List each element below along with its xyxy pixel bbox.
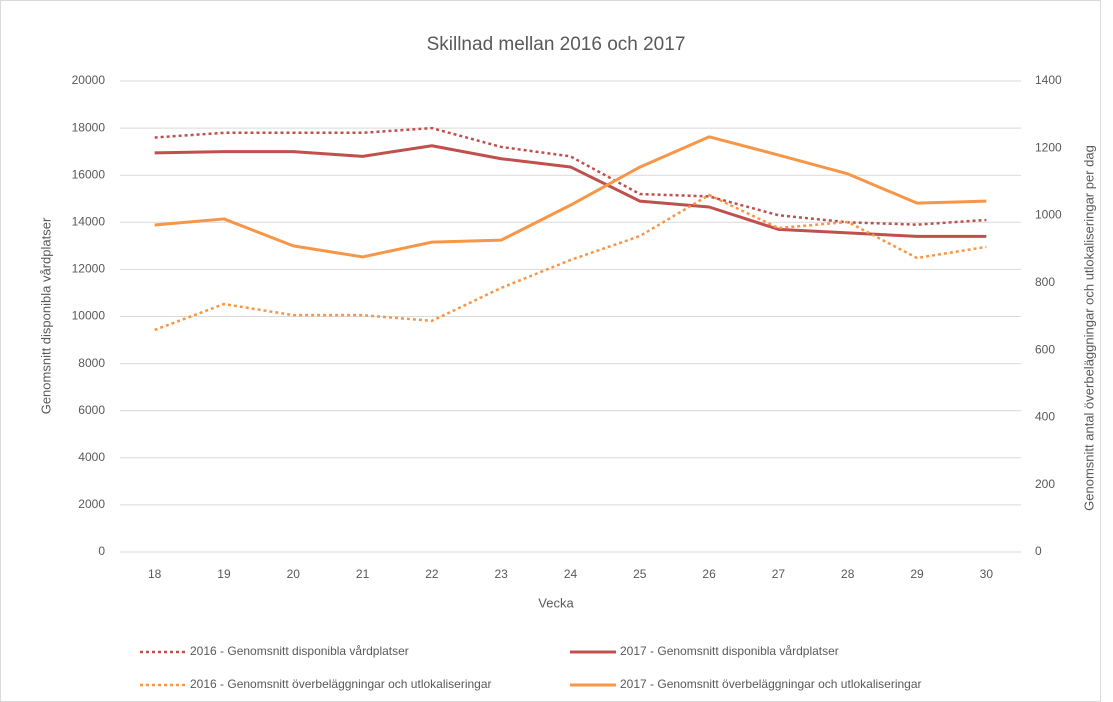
x-tick-label: 18 (148, 567, 162, 581)
legend-label: 2017 - Genomsnitt överbeläggningar och u… (620, 677, 922, 691)
y-tick-label: 18000 (72, 120, 106, 134)
y-tick-label: 4000 (78, 450, 105, 464)
x-tick-label: 19 (217, 567, 231, 581)
y-tick-label: 0 (98, 544, 105, 558)
legend-label: 2016 - Genomsnitt överbeläggningar och u… (190, 677, 492, 691)
x-tick-label: 21 (356, 567, 370, 581)
y2-tick-label: 600 (1035, 342, 1055, 356)
y-axis-label: Genomsnitt disponibla vårdplatser (38, 217, 53, 414)
x-tick-label: 22 (425, 567, 439, 581)
x-tick-label: 20 (287, 567, 301, 581)
x-tick-label: 23 (495, 567, 509, 581)
y-tick-label: 10000 (72, 309, 106, 323)
x-tick-label: 25 (633, 567, 647, 581)
y-tick-label: 14000 (72, 214, 106, 228)
x-tick-label: 28 (841, 567, 855, 581)
y-tick-label: 6000 (78, 403, 105, 417)
legend-label: 2016 - Genomsnitt disponibla vårdplatser (190, 644, 409, 658)
y2-tick-label: 1400 (1035, 73, 1062, 87)
x-tick-label: 30 (980, 567, 994, 581)
x-axis-label: Vecka (538, 595, 574, 610)
y-tick-label: 20000 (72, 73, 106, 87)
y-tick-label: 8000 (78, 356, 105, 370)
y2-tick-label: 200 (1035, 477, 1055, 491)
legend-label: 2017 - Genomsnitt disponibla vårdplatser (620, 644, 839, 658)
line-series (154, 144, 987, 238)
x-tick-label: 26 (702, 567, 716, 581)
x-tick-label: 24 (564, 567, 578, 581)
line-series (154, 135, 987, 259)
y-tick-label: 12000 (72, 262, 106, 276)
y-tick-label: 16000 (72, 167, 106, 181)
y-tick-label: 2000 (78, 497, 105, 511)
y2-tick-label: 1000 (1035, 208, 1062, 222)
chart-title: Skillnad mellan 2016 och 2017 (427, 34, 686, 55)
y2-tick-label: 1200 (1035, 140, 1062, 154)
x-tick-label: 29 (910, 567, 924, 581)
y2-tick-label: 800 (1035, 275, 1055, 289)
line-series (154, 193, 987, 332)
y2-tick-label: 400 (1035, 410, 1055, 424)
y2-tick-label: 0 (1035, 544, 1042, 558)
y2-axis-label: Genomsnitt antal överbeläggningar och ut… (1081, 145, 1096, 511)
x-tick-label: 27 (772, 567, 786, 581)
